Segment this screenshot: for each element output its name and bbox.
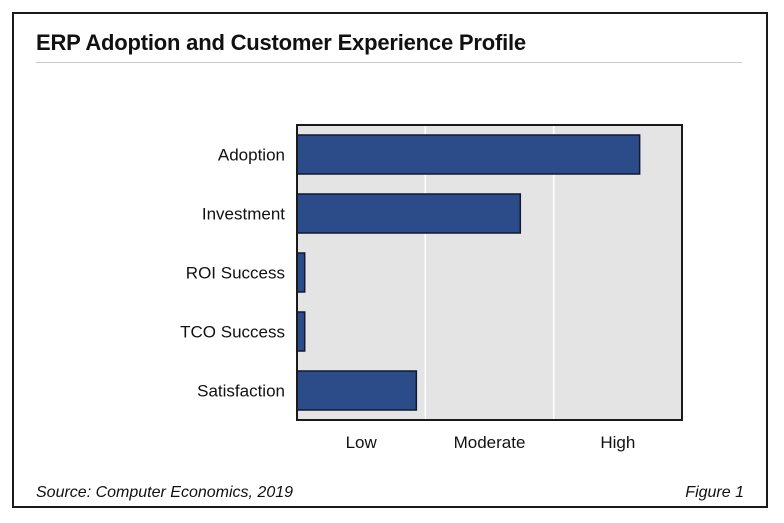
x-tick-label: Low <box>346 433 378 452</box>
plot-border <box>296 124 683 421</box>
title-divider <box>36 62 742 63</box>
bar <box>296 134 641 175</box>
bar <box>296 370 418 411</box>
x-tick-label: High <box>600 433 635 452</box>
bar <box>296 311 306 352</box>
bar <box>296 193 522 234</box>
bar <box>296 252 306 293</box>
category-label: Investment <box>202 205 285 224</box>
source-note: Source: Computer Economics, 2019 <box>36 484 294 501</box>
gridlines <box>424 126 555 419</box>
x-tick-labels: Low Moderate High <box>346 433 636 452</box>
x-tick-label: Moderate <box>454 433 526 452</box>
chart-title: ERP Adoption and Customer Experience Pro… <box>36 30 526 55</box>
category-label: Adoption <box>218 146 285 165</box>
category-label: Satisfaction <box>197 382 285 401</box>
category-label: TCO Success <box>180 323 285 342</box>
category-labels: Adoption Investment ROI Success TCO Success… <box>180 146 285 401</box>
category-label: ROI Success <box>186 264 285 283</box>
figure-label: Figure 1 <box>685 484 744 501</box>
bars <box>296 134 641 411</box>
